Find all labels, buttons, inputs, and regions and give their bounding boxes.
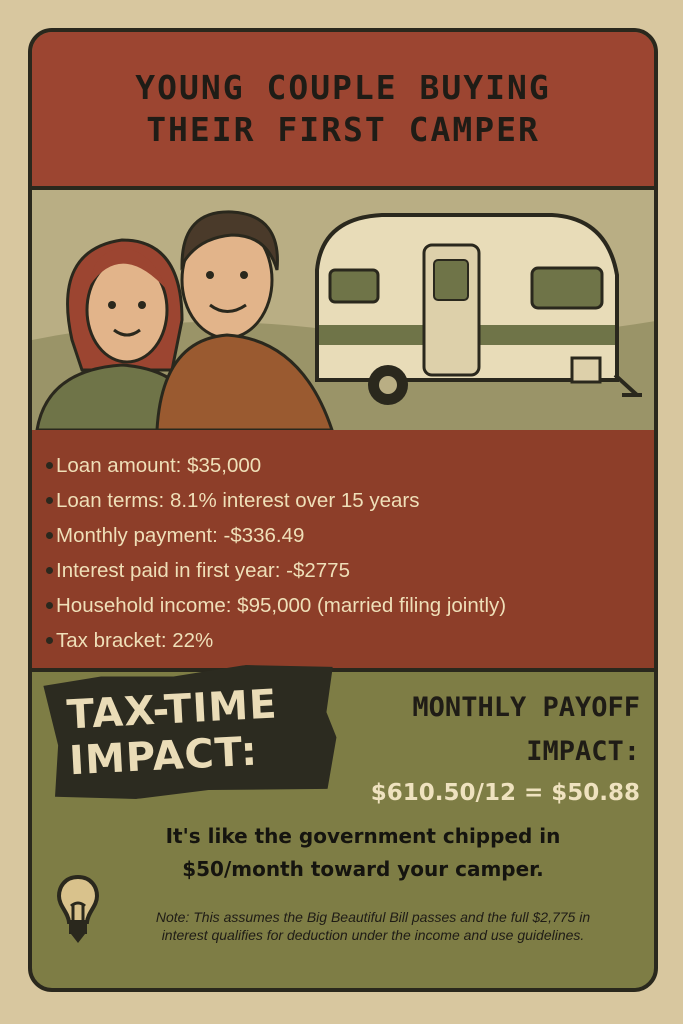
infographic-card: YOUNG COUPLE BUYING THEIR FIRST CAMPER <box>28 28 658 992</box>
summary-message: It's like the government chipped in $50/… <box>92 820 634 886</box>
fact-item: Monthly payment: -$336.49 <box>46 518 654 553</box>
title-line-1: YOUNG COUPLE BUYING <box>135 68 551 107</box>
couple-camper-illustration <box>32 190 654 432</box>
disclaimer-note: Note: This assumes the Big Beautiful Bil… <box>155 909 591 943</box>
message-line-2: $50/month toward your camper. <box>182 857 544 881</box>
fact-item: Tax bracket: 22% <box>46 623 654 658</box>
man-illustration <box>155 210 335 432</box>
fact-item: Loan terms: 8.1% interest over 15 years <box>46 483 654 518</box>
payoff-heading-1: MONTHLY PAYOFF <box>412 692 640 723</box>
message-line-1: It's like the government chipped in <box>165 824 561 848</box>
title-banner: YOUNG COUPLE BUYING THEIR FIRST CAMPER <box>32 32 654 190</box>
tax-time-badge: TAX-TIME IMPACT: <box>43 660 339 803</box>
loan-facts-list: Loan amount: $35,000 Loan terms: 8.1% in… <box>32 430 654 672</box>
camper-illustration <box>315 213 642 405</box>
payoff-calculation: $610.50/12 = $50.88 <box>370 780 640 806</box>
monthly-payoff: MONTHLY PAYOFF IMPACT: $610.50/12 = $50.… <box>371 686 640 806</box>
fact-item: Loan amount: $35,000 <box>46 448 654 483</box>
payoff-heading-2: IMPACT: <box>526 736 640 767</box>
fact-item: Household income: $95,000 (married filin… <box>46 588 654 623</box>
fact-item: Interest paid in first year: -$2775 <box>46 553 654 588</box>
title-line-2: THEIR FIRST CAMPER <box>146 110 540 149</box>
lightbulb-icon <box>56 874 100 950</box>
